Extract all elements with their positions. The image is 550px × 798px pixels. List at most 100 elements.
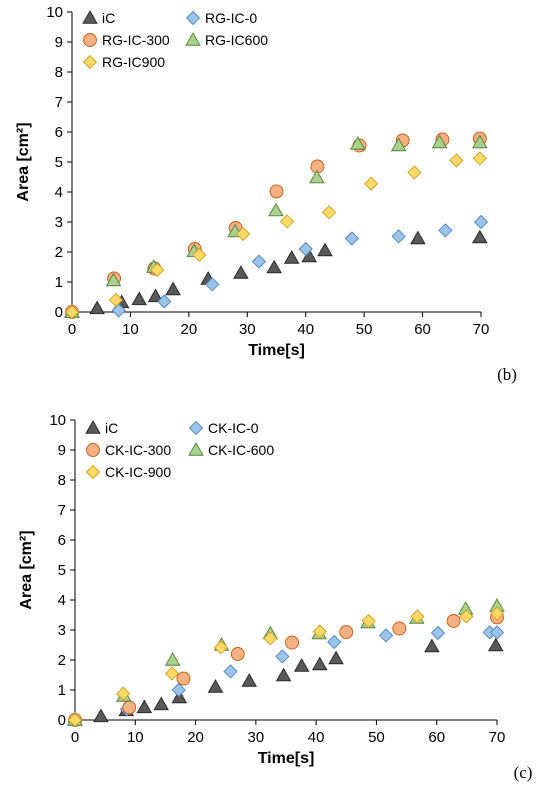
x-tick-label: 50 — [368, 729, 385, 746]
y-tick-label: 5 — [55, 154, 63, 171]
data-point — [317, 242, 333, 257]
data-point — [279, 214, 295, 229]
y-tick-label: 1 — [55, 274, 63, 291]
x-tick-label: 0 — [68, 321, 76, 338]
x-tick-label: 0 — [71, 729, 79, 746]
data-point — [171, 682, 186, 698]
data-point — [157, 294, 172, 309]
legend-entry-label: iC — [105, 420, 118, 436]
data-point — [176, 671, 191, 686]
data-point — [213, 640, 229, 655]
data-point — [449, 153, 464, 168]
data-point — [275, 649, 290, 664]
data-point — [283, 250, 300, 264]
data-point — [263, 631, 278, 646]
data-point — [392, 621, 407, 636]
data-point — [339, 625, 354, 640]
data-point — [438, 223, 453, 238]
x-tick-label: 70 — [473, 321, 490, 338]
data-point — [328, 650, 344, 665]
data-point — [488, 637, 504, 652]
legend-marker — [185, 32, 201, 46]
data-point — [165, 281, 181, 296]
x-tick-label: 10 — [127, 729, 144, 746]
chart-panel: 0 1 2 3 4 5 6 7 8 9 10 0 10 20 30 40 50 60 70 Time[s] Area [… — [15, 4, 517, 384]
data-point — [446, 614, 461, 628]
y-tick-label: 2 — [55, 244, 63, 261]
data-point — [266, 259, 282, 274]
data-point — [150, 262, 165, 278]
data-point — [361, 613, 376, 629]
data-point — [131, 291, 147, 306]
y-tick-label: 6 — [55, 124, 63, 141]
legend: iC CK-IC-0 CK-IC-300 CK-IC-600 CK-IC-900 — [85, 420, 274, 480]
x-tick-label: 30 — [248, 729, 265, 746]
y-tick-label: 0 — [55, 304, 63, 321]
data-point — [430, 625, 446, 641]
data-point — [116, 686, 131, 701]
y-tick-label: 4 — [58, 592, 66, 609]
x-tick-label: 50 — [356, 321, 373, 338]
legend: iC RG-IC-0 RG-IC-300 RG-IC600 RG-IC900 — [82, 10, 268, 70]
data-point — [171, 689, 188, 704]
data-point — [472, 151, 487, 166]
data-point — [391, 229, 406, 244]
panel-label: (c) — [514, 763, 533, 782]
data-point — [309, 169, 325, 184]
y-tick-label: 0 — [58, 712, 66, 729]
legend-marker — [83, 33, 97, 47]
legend-entry-label: iC — [102, 10, 115, 26]
legend-entry-label: RG-IC-300 — [102, 32, 170, 48]
legend-marker — [85, 420, 101, 434]
y-axis-title: Area [cm²] — [15, 122, 32, 201]
legend-entry-label: RG-IC900 — [102, 54, 165, 70]
data-point — [136, 699, 153, 714]
panel-label: (b) — [497, 365, 517, 384]
data-point — [472, 134, 488, 149]
legend-marker — [185, 10, 201, 26]
data-point — [431, 134, 448, 149]
x-axis-title: Time[s] — [248, 342, 305, 359]
legend-entry-label: CK-IC-0 — [208, 420, 259, 436]
data-point — [164, 652, 181, 666]
data-point — [349, 136, 366, 150]
y-tick-label: 3 — [55, 214, 63, 231]
x-tick-label: 20 — [187, 729, 204, 746]
legend-entry-label: RG-IC-0 — [205, 10, 257, 26]
y-tick-label: 8 — [55, 64, 63, 81]
y-tick-label: 3 — [58, 622, 66, 639]
data-point — [105, 272, 122, 287]
data-point — [410, 609, 425, 624]
data-point — [344, 231, 360, 246]
data-point — [268, 202, 284, 217]
data-point — [424, 638, 440, 653]
series-rg-ic-0 — [64, 214, 489, 320]
chart-panel: 0 1 2 3 4 5 6 7 8 9 10 0 10 20 30 40 50 60 70 Time[s] Area [… — [18, 412, 532, 782]
series-rg-ic-300 — [65, 131, 487, 319]
legend-marker — [86, 443, 100, 457]
data-point — [459, 609, 474, 624]
data-point — [233, 265, 249, 279]
data-point — [285, 635, 299, 650]
data-point — [192, 247, 207, 263]
y-tick-label: 6 — [58, 532, 66, 549]
y-tick-label: 2 — [58, 652, 66, 669]
series-ck-ic-900 — [67, 606, 505, 728]
y-tick-label: 10 — [46, 4, 63, 21]
y-tick-label: 7 — [55, 94, 63, 111]
series-ic — [64, 229, 488, 318]
data-point — [223, 664, 238, 679]
legend-marker — [188, 442, 204, 456]
data-point — [64, 304, 80, 320]
data-point — [327, 634, 342, 650]
legend-entry-label: CK-IC-600 — [208, 442, 274, 458]
data-point — [489, 625, 505, 640]
data-point — [164, 666, 180, 681]
legend-marker — [85, 464, 101, 480]
data-point — [67, 712, 83, 728]
y-tick-label: 4 — [55, 184, 63, 201]
data-point — [312, 624, 327, 639]
data-point — [236, 226, 251, 242]
data-point — [378, 628, 394, 643]
